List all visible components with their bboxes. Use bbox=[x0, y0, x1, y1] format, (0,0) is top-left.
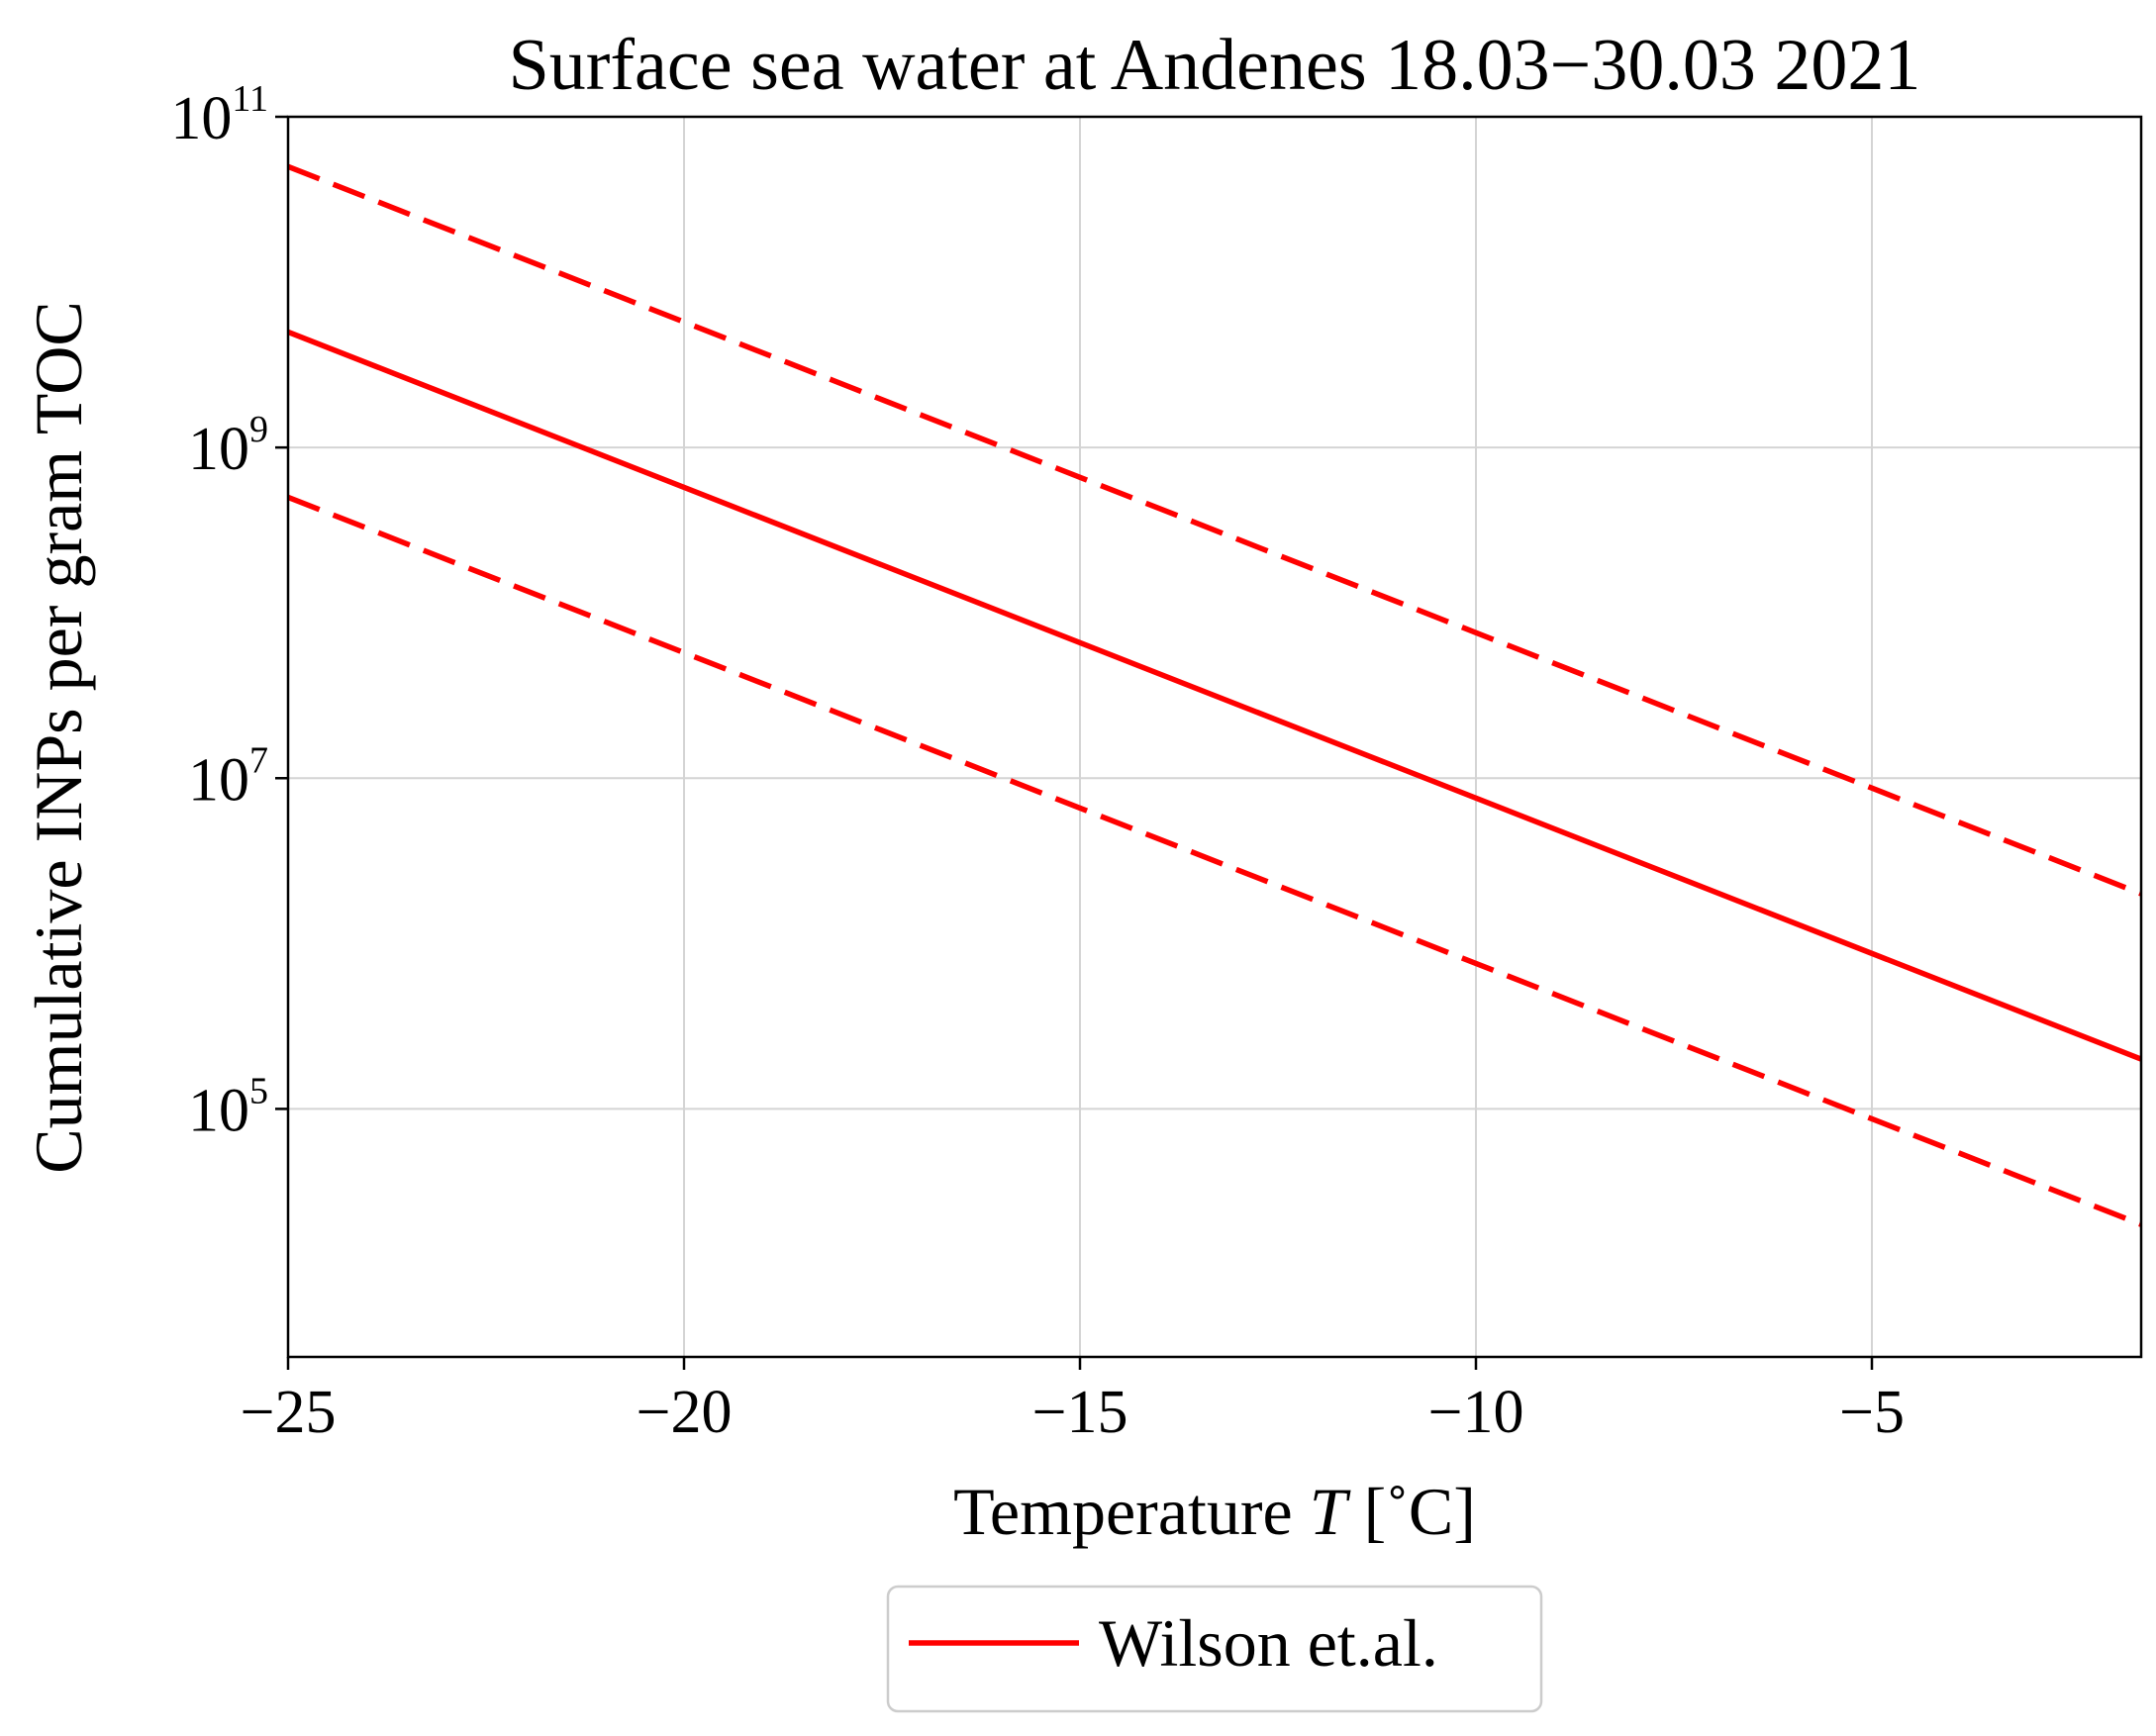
y-tick-base-0: 10 bbox=[170, 85, 232, 152]
series-line-dashed-1 bbox=[286, 163, 2143, 897]
y-axis-label: Cumulative INPs per gram TOC bbox=[21, 301, 96, 1173]
x-axis-label-unit: [˚C] bbox=[1347, 1474, 1476, 1549]
y-tick-label-2: 107 bbox=[188, 739, 268, 814]
y-tick-base-2: 10 bbox=[188, 746, 249, 814]
grid bbox=[287, 116, 2141, 1357]
plot-frame bbox=[286, 115, 2143, 1359]
y-tick-exponent-3: 5 bbox=[249, 1070, 268, 1111]
legend-box bbox=[886, 1585, 1543, 1713]
series-line-dashed-2 bbox=[286, 494, 2143, 1227]
x-tick-label-0: −25 bbox=[241, 1379, 337, 1446]
x-tick-label-2: −15 bbox=[1032, 1379, 1128, 1446]
x-tick-label-1: −20 bbox=[637, 1379, 733, 1446]
series-layer bbox=[286, 163, 2143, 1227]
y-tick-exponent-1: 9 bbox=[249, 409, 268, 450]
y-tick-label-0: 1011 bbox=[170, 78, 268, 152]
legend-label-wilson: Wilson et.al. bbox=[1099, 1605, 1438, 1681]
y-tick-base-1: 10 bbox=[188, 416, 249, 483]
y-tick-exponent-0: 11 bbox=[232, 78, 268, 120]
y-tick-label-3: 105 bbox=[188, 1070, 268, 1144]
y-tick-base-3: 10 bbox=[188, 1077, 249, 1144]
x-tick-label-4: −5 bbox=[1839, 1379, 1905, 1446]
x-tick-label-3: −10 bbox=[1428, 1379, 1524, 1446]
x-axis-label-variable: T bbox=[1310, 1474, 1351, 1549]
y-tick-label-1: 109 bbox=[188, 409, 268, 483]
x-axis-label: Temperature T [˚C] bbox=[953, 1474, 1476, 1549]
y-tick-exponent-2: 7 bbox=[249, 739, 268, 781]
x-axis-label-prefix: Temperature bbox=[953, 1474, 1310, 1549]
series-line-wilson bbox=[286, 329, 2143, 1062]
legend: Wilson et.al. bbox=[886, 1585, 1543, 1713]
chart-title: Surface sea water at Andenes 18.03−30.03… bbox=[509, 25, 1921, 106]
